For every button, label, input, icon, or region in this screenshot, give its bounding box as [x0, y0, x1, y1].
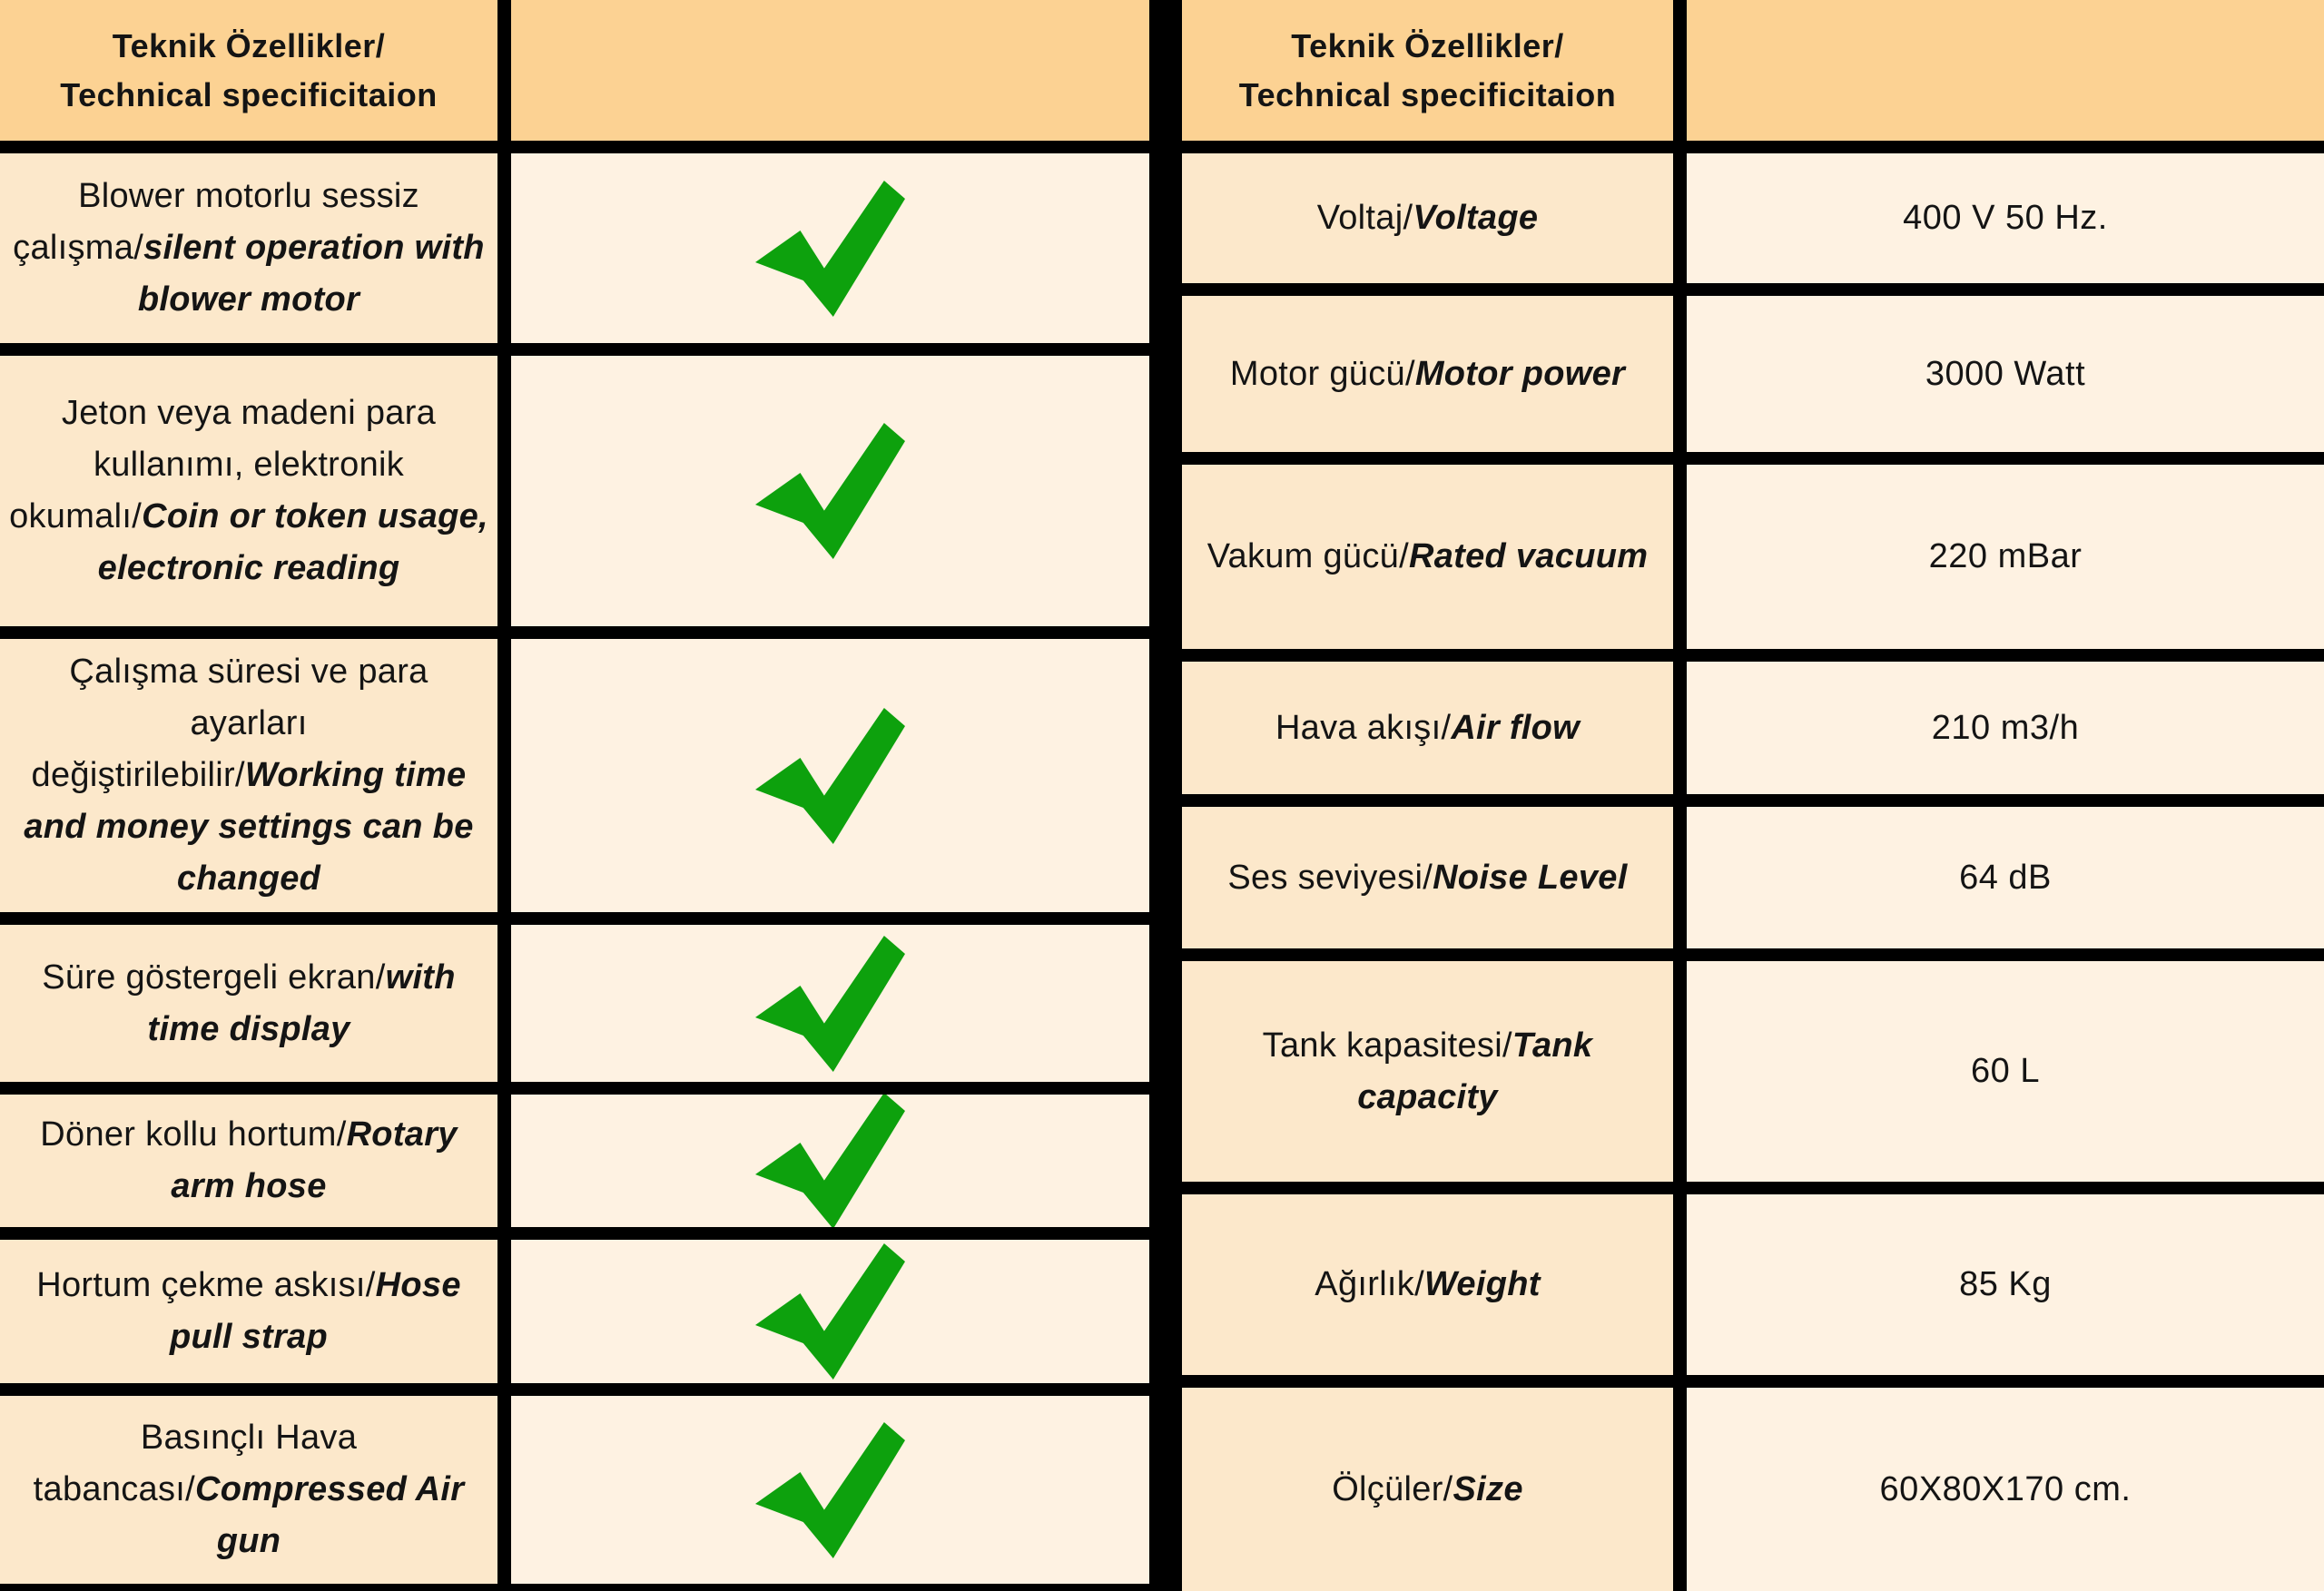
spec-row-value: 60 L: [1687, 961, 2324, 1182]
spec-row-label: Vakum gücü/Rated vacuum: [1182, 465, 1673, 649]
spec-row-label: Ses seviyesi/Noise Level: [1182, 807, 1673, 948]
spec-row-value: 220 mBar: [1687, 465, 2324, 649]
header-line-en: Technical specificitaion: [1238, 75, 1617, 113]
spec-row-value: 60X80X170 cm.: [1687, 1388, 2324, 1591]
feature-check-cell: [511, 925, 1149, 1082]
header-line-tr: Teknik Özellikler/: [1291, 26, 1564, 64]
checkmark-icon: [755, 180, 905, 317]
feature-check-cell: [511, 639, 1149, 912]
checkmark-icon: [755, 935, 905, 1072]
spec-row-value: 85 Kg: [1687, 1194, 2324, 1375]
checkmark-icon: [755, 1095, 905, 1227]
specs-header-spacer: [1687, 0, 2324, 141]
spec-row-label: Motor gücü/Motor power: [1182, 296, 1673, 452]
spec-row-value: 400 V 50 Hz.: [1687, 153, 2324, 283]
feature-row-label: Basınçlı Hava tabancası/Compressed Air g…: [0, 1396, 497, 1584]
feature-check-cell: [511, 1095, 1149, 1227]
spec-row-label: Ağırlık/Weight: [1182, 1194, 1673, 1375]
header-line-tr: Teknik Özellikler/: [112, 26, 386, 64]
checkmark-icon: [755, 1421, 905, 1558]
spec-row-label: Ölçüler/Size: [1182, 1388, 1673, 1591]
checkmark-icon: [755, 1243, 905, 1380]
spec-row-value: 64 dB: [1687, 807, 2324, 948]
spec-row-label: Hava akışı/Air flow: [1182, 662, 1673, 794]
feature-row-label: Çalışma süresi ve para ayarları değiştir…: [0, 639, 497, 912]
feature-check-cell: [511, 356, 1149, 626]
specs-header: Teknik Özellikler/ Technical specificita…: [1182, 0, 1673, 141]
checkmark-icon: [755, 423, 905, 559]
feature-row-label: Hortum çekme askısı/Hose pull strap: [0, 1240, 497, 1383]
feature-check-cell: [511, 153, 1149, 343]
feature-check-cell: [511, 1240, 1149, 1383]
spec-row-value: 3000 Watt: [1687, 296, 2324, 452]
spec-row-value: 210 m3/h: [1687, 662, 2324, 794]
feature-row-label: Jeton veya madeni para kullanımı, elektr…: [0, 356, 497, 626]
header-line-en: Technical specificitaion: [60, 75, 438, 113]
features-table: Teknik Özellikler/ Technical specificita…: [0, 0, 1149, 1584]
features-header-spacer: [511, 0, 1149, 141]
feature-check-cell: [511, 1396, 1149, 1584]
spec-row-label: Voltaj/Voltage: [1182, 153, 1673, 283]
feature-row-label: Döner kollu hortum/Rotary arm hose: [0, 1095, 497, 1227]
spec-row-label: Tank kapasitesi/Tank capacity: [1182, 961, 1673, 1182]
checkmark-icon: [755, 707, 905, 844]
feature-row-label: Süre göstergeli ekran/with time display: [0, 925, 497, 1082]
specs-table: Teknik Özellikler/ Technical specificita…: [1182, 0, 2324, 1591]
feature-row-label: Blower motorlu sessiz çalışma/silent ope…: [0, 153, 497, 343]
features-header: Teknik Özellikler/ Technical specificita…: [0, 0, 497, 141]
